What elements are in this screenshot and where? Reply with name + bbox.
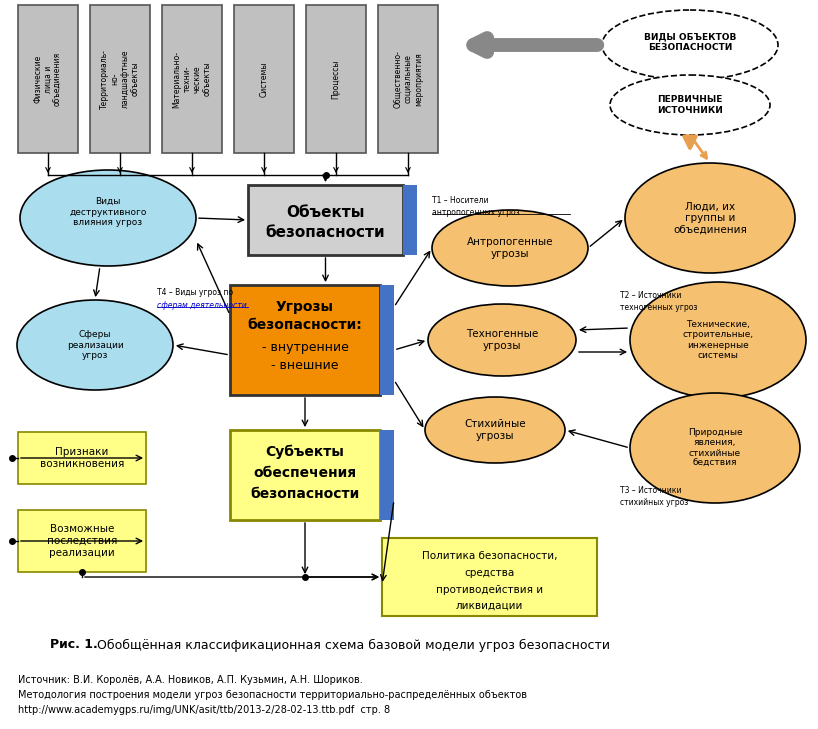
Ellipse shape	[610, 75, 770, 135]
Text: T1 – Носители: T1 – Носители	[432, 195, 488, 205]
Text: ликвидации: ликвидации	[456, 601, 524, 611]
Text: T4 – Виды угроз по: T4 – Виды угроз по	[157, 287, 233, 297]
Ellipse shape	[602, 10, 778, 80]
Ellipse shape	[630, 393, 800, 503]
Text: Рис. 1.: Рис. 1.	[50, 639, 97, 652]
Bar	[380, 430, 394, 520]
Ellipse shape	[630, 282, 806, 398]
Ellipse shape	[428, 304, 576, 376]
Text: Стихийные
угрозы: Стихийные угрозы	[464, 419, 526, 441]
Text: ПЕРВИЧНЫЕ
ИСТОЧНИКИ: ПЕРВИЧНЫЕ ИСТОЧНИКИ	[657, 95, 723, 114]
Bar	[248, 185, 403, 255]
Text: Общественно-
социальные
мероприятия: Общественно- социальные мероприятия	[393, 50, 423, 108]
Text: Возможные
последствия
реализации: Возможные последствия реализации	[47, 524, 117, 558]
Bar	[230, 285, 380, 395]
Text: T2 – Источники: T2 – Источники	[620, 290, 681, 300]
Text: Субъекты: Субъекты	[266, 445, 344, 459]
Bar	[380, 285, 394, 395]
Bar	[306, 5, 366, 153]
Text: безопасности:: безопасности:	[248, 318, 362, 332]
Text: стихийных угроз: стихийных угроз	[620, 497, 688, 507]
Text: Техногенные
угрозы: Техногенные угрозы	[466, 330, 538, 351]
Text: Системы: Системы	[259, 61, 268, 97]
Bar	[18, 432, 146, 484]
Text: Материально-
техни-
ческие
объекты: Материально- техни- ческие объекты	[172, 50, 212, 107]
Text: Угрозы: Угрозы	[276, 300, 334, 314]
Text: Признаки
возникновения: Признаки возникновения	[40, 447, 124, 469]
Text: Источник: В.И. Королёв, А.А. Новиков, А.П. Кузьмин, А.Н. Шориков.
Методология по: Источник: В.И. Королёв, А.А. Новиков, А.…	[18, 675, 527, 714]
Bar	[378, 5, 438, 153]
Bar	[234, 5, 294, 153]
Bar	[162, 5, 222, 153]
Text: ВИДЫ ОБЪЕКТОВ
БЕЗОПАСНОСТИ: ВИДЫ ОБЪЕКТОВ БЕЗОПАСНОСТИ	[644, 32, 736, 52]
Text: Антропогенные
угрозы: Антропогенные угрозы	[467, 237, 553, 259]
Bar	[18, 510, 146, 572]
Bar	[230, 430, 380, 520]
Text: обеспечения: обеспечения	[254, 466, 357, 480]
Text: - внутренние: - внутренние	[262, 340, 348, 354]
Ellipse shape	[17, 300, 173, 390]
Text: Физические
лица и
объединения: Физические лица и объединения	[33, 52, 63, 106]
Text: T3 – Источники: T3 – Источники	[620, 486, 681, 494]
Text: Процессы: Процессы	[331, 59, 340, 98]
Text: противодействия и: противодействия и	[436, 585, 543, 595]
Text: средства: средства	[465, 568, 515, 578]
Text: Виды
деструктивного
влияния угроз: Виды деструктивного влияния угроз	[70, 197, 146, 227]
Text: безопасности: безопасности	[250, 487, 360, 501]
Text: Обобщённая классификационная схема базовой модели угроз безопасности: Обобщённая классификационная схема базов…	[97, 639, 610, 652]
Text: сферам деятельности: сферам деятельности	[157, 300, 247, 310]
Text: Объекты: Объекты	[286, 205, 365, 219]
Text: Люди, их
группы и
объединения: Люди, их группы и объединения	[673, 201, 747, 235]
Ellipse shape	[425, 397, 565, 463]
Bar	[90, 5, 150, 153]
Text: Технические,
строительные,
инженерные
системы: Технические, строительные, инженерные си…	[682, 320, 753, 360]
Bar	[382, 538, 597, 616]
Text: - внешние: - внешние	[272, 359, 339, 372]
Ellipse shape	[432, 210, 588, 286]
Text: антропогенных угроз: антропогенных угроз	[432, 208, 519, 217]
Text: Политика безопасности,: Политика безопасности,	[422, 551, 557, 561]
Ellipse shape	[20, 170, 196, 266]
Text: Природные
явления,
стихийные
бедствия: Природные явления, стихийные бедствия	[688, 428, 742, 468]
Text: безопасности: безопасности	[266, 225, 385, 240]
Bar	[403, 185, 417, 255]
Bar	[18, 5, 78, 153]
Ellipse shape	[625, 163, 795, 273]
Text: Сферы
реализации
угроз: Сферы реализации угроз	[66, 330, 124, 360]
Text: техногенных угроз: техногенных угроз	[620, 303, 698, 311]
Text: Территориаль-
но-
ландшафтные
объекты: Территориаль- но- ландшафтные объекты	[100, 49, 140, 109]
